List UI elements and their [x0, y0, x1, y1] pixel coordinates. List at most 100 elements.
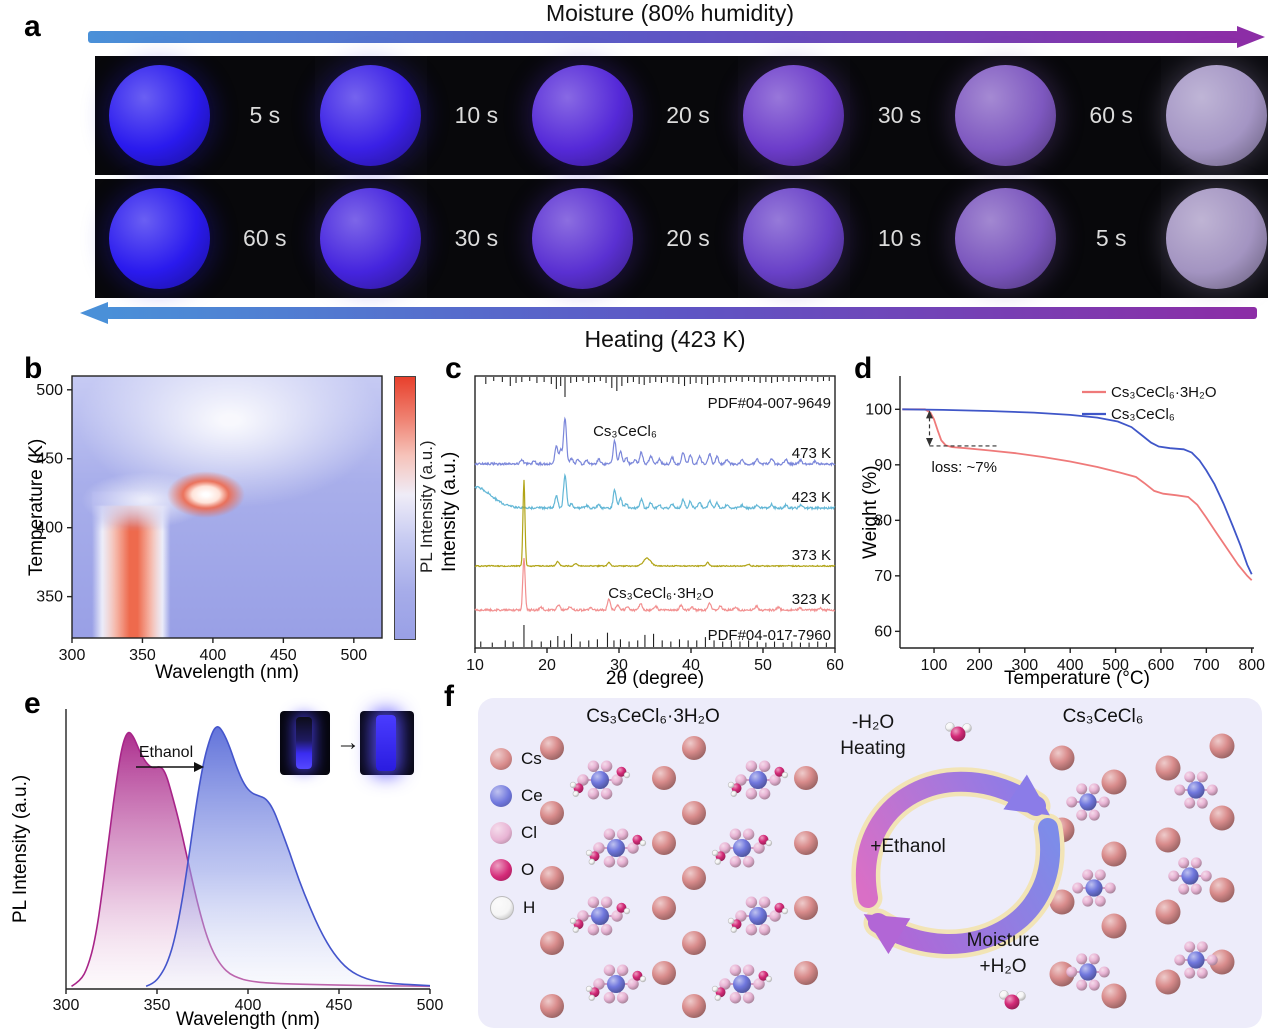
luminescent-pellet — [320, 65, 422, 166]
time-label: 10 s — [454, 102, 499, 128]
anhydrous-title: Cs₃CeCl₆ — [1062, 706, 1144, 727]
svg-text:PDF#04-017-7960: PDF#04-017-7960 — [708, 627, 831, 644]
water-molecule-icon — [945, 722, 972, 742]
time-label: 60 s — [243, 225, 287, 251]
heating-arrow — [80, 302, 1257, 324]
sample-photo — [103, 56, 215, 175]
cecl6-octahedron — [1072, 869, 1116, 907]
glowing-liquid — [376, 715, 396, 771]
moisture-label-2: +H₂O — [979, 956, 1027, 977]
legend-item-cl: Cl — [490, 822, 543, 844]
atom-symbol: H — [523, 898, 536, 917]
x-axis: 10 20 30 40 50 60 — [466, 648, 844, 674]
svg-text:200: 200 — [966, 657, 993, 674]
legend-item-h: H — [490, 896, 543, 920]
cycle-arrow-bottom — [863, 818, 1060, 955]
cecl6-octahedron-hydrate — [569, 760, 631, 800]
heatmap-frame: 300 350 400 450 500 350 400 450 500 — [36, 375, 383, 664]
svg-text:323 K: 323 K — [792, 591, 831, 608]
atom-sphere-icon — [490, 785, 512, 807]
legend: Cs₃CeCl₆·3H₂O Cs₃CeCl₆ — [1082, 384, 1217, 423]
pdf-reference-top — [485, 377, 830, 397]
panel-f: Cs₃CeCl₆·3H₂O Cs₃CeCl₆ Cs Ce Cl O H -H₂O Hea… — [478, 698, 1262, 1028]
time-label: 20 s — [666, 225, 710, 251]
sample-photo — [526, 56, 639, 175]
hydrate-lattice — [540, 736, 818, 1018]
sample-photo — [1160, 179, 1268, 298]
anhydrous-lattice — [1049, 733, 1235, 1009]
atom-symbol: O — [521, 860, 535, 879]
inset-arrow-icon: → — [336, 729, 360, 756]
sample-photo — [949, 179, 1062, 298]
sample-photo — [314, 56, 427, 175]
hydrate-structure — [540, 736, 818, 1018]
svg-text:500: 500 — [340, 647, 367, 664]
atom-sphere-icon — [490, 748, 512, 770]
svg-text:600: 600 — [1148, 657, 1175, 674]
pl-heatmap — [72, 376, 382, 638]
atom-legend: Cs Ce Cl O H — [490, 748, 543, 935]
svg-text:500: 500 — [417, 997, 444, 1014]
panel-e-label: e — [24, 687, 41, 720]
svg-text:700: 700 — [1193, 657, 1220, 674]
svg-text:50: 50 — [754, 657, 772, 674]
atom-symbol: Ce — [521, 786, 543, 805]
sample-photo — [526, 179, 639, 298]
svg-text:373 K: 373 K — [792, 547, 831, 564]
svg-text:400: 400 — [200, 647, 227, 664]
cycle-arrow-top — [856, 771, 1050, 908]
panel-d-label: d — [854, 352, 873, 385]
vial-photo-after — [360, 711, 414, 775]
sample-photo — [949, 56, 1062, 175]
panel-d: d 100 200 300 400 500 600 700 800 60 70 80 90 100 Cs₃… — [848, 352, 1268, 690]
svg-text:60: 60 — [874, 623, 892, 640]
svg-text:30: 30 — [610, 657, 628, 674]
svg-text:Ethanol: Ethanol — [139, 744, 193, 761]
svg-text:loss: ~7%: loss: ~7% — [932, 459, 997, 476]
time-label: 30 s — [877, 102, 922, 128]
svg-text:Cs₃CeCl₆·3H₂O: Cs₃CeCl₆·3H₂O — [608, 585, 714, 602]
svg-text:90: 90 — [874, 457, 892, 474]
panel-c-x-axis-label: 2θ (degree) — [605, 668, 705, 689]
sample-photo — [737, 179, 850, 298]
panel-f-label: f — [444, 680, 454, 713]
cecl6-octahedron-hydrate — [569, 896, 631, 936]
svg-text:40: 40 — [682, 657, 700, 674]
sample-photo — [314, 179, 427, 298]
xrd-trace-423K — [474, 472, 836, 511]
panel-b: b 300 350 400 450 500 350 400 450 500 Temperatur… — [0, 352, 444, 690]
tga-chart: 100 200 300 400 500 600 700 800 60 70 80 90 100 Cs₃Ce… — [865, 376, 1265, 674]
cecl6-octahedron-hydrate — [585, 828, 647, 868]
luminescent-pellet — [108, 65, 210, 166]
time-label: 10 s — [877, 225, 922, 251]
panel-b-label: b — [24, 352, 43, 385]
luminescent-pellet — [1166, 188, 1268, 289]
svg-text:Cs₃CeCl₆: Cs₃CeCl₆ — [593, 423, 657, 440]
photo-row-heating: 60 s 30 s 20 s 10 s 5 s — [95, 179, 1268, 298]
axes: 100 200 300 400 500 600 700 800 60 70 80 90 100 — [865, 401, 1265, 674]
cecl6-octahedron — [1066, 783, 1110, 821]
atom-symbol: Cl — [521, 823, 538, 842]
svg-text:Cs₃CeCl₆: Cs₃CeCl₆ — [1111, 406, 1175, 423]
svg-text:PDF#04-007-9649: PDF#04-007-9649 — [708, 395, 831, 412]
transformation-cycle — [851, 722, 1065, 1010]
svg-text:450: 450 — [270, 647, 297, 664]
colorbar — [394, 376, 416, 640]
svg-text:400: 400 — [1057, 657, 1084, 674]
xrd-trace-323K — [474, 557, 836, 613]
svg-text:Cs₃CeCl₆·3H₂O: Cs₃CeCl₆·3H₂O — [1111, 384, 1217, 401]
dehydration-label-2: Heating — [840, 738, 906, 759]
dehydration-label-1: -H₂O — [851, 712, 895, 733]
atom-symbol: Cs — [521, 749, 542, 768]
tga-curve-anhydrous — [902, 408, 1253, 575]
svg-text:20: 20 — [538, 657, 556, 674]
svg-text:350: 350 — [144, 997, 171, 1014]
luminescent-pellet — [531, 188, 633, 289]
atom-sphere-icon — [490, 822, 512, 844]
time-label: 60 s — [1089, 102, 1133, 128]
panel-c-y-axis-label: Intensity (a.u.) — [439, 451, 460, 573]
sample-photo — [737, 56, 850, 175]
pl-spectra-chart: 300 350 400 450 500 Ethanol — [53, 709, 443, 1014]
panel-c-label: c — [445, 352, 462, 385]
svg-text:400: 400 — [36, 520, 63, 537]
